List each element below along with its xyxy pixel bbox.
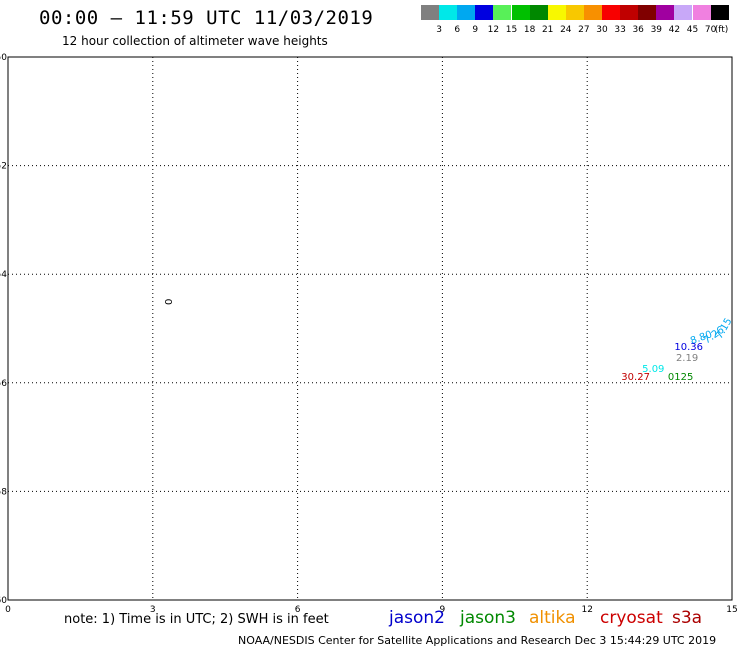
legend-label: 30 bbox=[596, 25, 608, 35]
legend-label: 45 bbox=[686, 25, 699, 35]
legend-label: 9 bbox=[472, 25, 479, 35]
y-tick-label: -56 bbox=[0, 379, 7, 389]
legend-swatch bbox=[638, 5, 657, 20]
wave-height-label: 0 bbox=[164, 299, 175, 305]
y-tick-label: -58 bbox=[0, 487, 7, 497]
satellite-altika: altika bbox=[529, 608, 576, 628]
y-tick-label: -50 bbox=[0, 53, 7, 63]
legend-label: 36 bbox=[632, 25, 644, 35]
legend-swatch bbox=[674, 5, 693, 20]
wave-height-label: 2.19 bbox=[676, 353, 698, 364]
legend-swatch bbox=[439, 5, 458, 20]
legend-label: 6 bbox=[454, 25, 461, 35]
legend-swatch bbox=[583, 5, 602, 20]
legend-swatch bbox=[656, 5, 675, 20]
satellite-jason3: jason3 bbox=[460, 608, 516, 628]
legend-label: 27 bbox=[578, 25, 590, 35]
x-tick-label: 6 bbox=[295, 605, 301, 615]
legend-swatch bbox=[565, 5, 584, 20]
wave-height-label: 0125 bbox=[668, 372, 693, 383]
legend-swatch bbox=[457, 5, 476, 20]
legend-label: 42 bbox=[668, 25, 681, 35]
legend-label: 15 bbox=[505, 25, 518, 35]
wave-height-label: 5.09 bbox=[642, 364, 664, 375]
x-tick-label: 0 bbox=[5, 605, 11, 615]
legend-swatch bbox=[529, 5, 548, 20]
x-tick-label: 3 bbox=[150, 605, 156, 615]
legend-swatch bbox=[710, 5, 729, 20]
wave-height-label: 30.27 bbox=[621, 372, 650, 383]
legend-label: 70 bbox=[704, 25, 717, 35]
legend-label: 21 bbox=[541, 25, 554, 35]
page-title: 00:00 – 11:59 UTC 11/03/2019 bbox=[39, 7, 374, 29]
x-tick-label: 15 bbox=[726, 605, 737, 615]
x-tick-label: 9 bbox=[440, 605, 446, 615]
y-tick-label: -54 bbox=[0, 270, 7, 280]
y-tick-label: -60 bbox=[0, 596, 7, 606]
y-tick-label: -52 bbox=[0, 162, 7, 172]
legend-swatch bbox=[620, 5, 639, 20]
page-subtitle: 12 hour collection of altimeter wave hei… bbox=[62, 34, 328, 48]
legend-swatch bbox=[692, 5, 711, 20]
satellite-cryosat: cryosat bbox=[600, 608, 663, 628]
legend-swatch bbox=[511, 5, 530, 20]
footer-credit: NOAA/NESDIS Center for Satellite Applica… bbox=[238, 634, 717, 647]
legend-label: 24 bbox=[560, 25, 572, 35]
legend-label: 18 bbox=[523, 25, 536, 35]
legend-swatch bbox=[475, 5, 494, 20]
legend-label: 3 bbox=[436, 25, 442, 35]
legend-swatch bbox=[602, 5, 620, 20]
legend-label: 12 bbox=[487, 25, 500, 35]
note-text: note: 1) Time is in UTC; 2) SWH is in fe… bbox=[64, 612, 329, 627]
satellite-s3a: s3a bbox=[672, 608, 703, 628]
legend-unit: (ft) bbox=[714, 25, 729, 35]
legend-label: 39 bbox=[650, 25, 663, 35]
legend-swatch bbox=[493, 5, 512, 20]
satellite-jason2: jason2 bbox=[389, 608, 445, 628]
legend-swatch bbox=[421, 5, 439, 20]
legend-label: 33 bbox=[614, 25, 626, 35]
plot-frame bbox=[7, 56, 733, 601]
legend-swatch bbox=[547, 5, 566, 20]
wave-height-label: 10.36 bbox=[674, 342, 703, 353]
x-tick-label: 12 bbox=[581, 605, 592, 615]
